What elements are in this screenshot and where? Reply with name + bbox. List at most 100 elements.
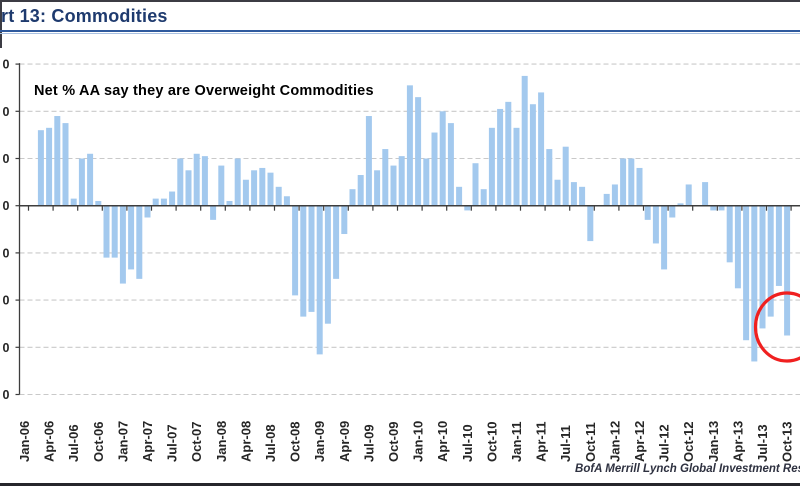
bar: [177, 158, 184, 206]
y-axis-label: 0: [3, 294, 10, 308]
bar: [87, 153, 94, 206]
bar: [669, 205, 676, 218]
bar: [201, 156, 208, 206]
x-axis-label: Oct-13: [780, 422, 795, 462]
bar: [160, 198, 167, 206]
bar: [611, 184, 618, 206]
bar: [406, 85, 413, 206]
bottom-border-rule: [0, 483, 800, 486]
x-axis-label: Jan-09: [312, 421, 327, 462]
x-axis-label: Apr-10: [435, 421, 450, 462]
plot-annotation-title: Net % AA say they are Overweight Commodi…: [34, 83, 374, 99]
bar: [62, 123, 69, 206]
bar: [710, 205, 717, 211]
bar: [275, 186, 282, 206]
x-axis-label: Jan-13: [706, 421, 721, 462]
bar: [374, 170, 381, 206]
highlight-circle: [753, 291, 800, 363]
bar: [751, 205, 758, 362]
title-underline: [0, 30, 800, 32]
bar: [488, 127, 495, 206]
bar: [505, 101, 512, 206]
bar: [661, 205, 668, 270]
bar: [210, 205, 217, 220]
bar: [357, 175, 364, 206]
bar: [390, 165, 397, 206]
x-axis-label: Oct-11: [583, 422, 598, 462]
top-border-rule: [0, 0, 800, 2]
bar: [185, 170, 192, 206]
x-axis-label: Apr-08: [238, 421, 253, 462]
x-axis-label: Apr-06: [42, 421, 57, 462]
left-border-rule: [0, 0, 2, 48]
x-axis-label: Oct-12: [681, 422, 696, 462]
bar: [283, 196, 290, 206]
x-axis-label: Jul-07: [165, 424, 180, 462]
bar: [734, 205, 741, 289]
title-underline-light: [0, 33, 800, 34]
bar: [70, 198, 77, 206]
bar: [775, 205, 782, 286]
y-axis-label: 0: [3, 341, 10, 355]
bar: [472, 163, 479, 206]
bar: [251, 170, 258, 206]
bar: [677, 203, 684, 206]
bar: [636, 167, 643, 206]
bar: [529, 104, 536, 206]
bar: [46, 127, 53, 206]
bar: [218, 165, 225, 206]
bar: [759, 205, 766, 329]
bar: [349, 189, 356, 206]
bar: [78, 158, 85, 206]
bar: [603, 193, 610, 206]
bar: [620, 158, 627, 206]
bar: [169, 191, 176, 206]
bar: [136, 205, 143, 279]
bar: [103, 205, 110, 258]
bar: [324, 205, 331, 324]
bar: [292, 205, 299, 296]
chart-title-bar: rt 13: Commodities: [0, 2, 800, 30]
bar: [538, 92, 545, 206]
x-axis-label: Jan-11: [509, 422, 524, 462]
bar: [431, 132, 438, 206]
bar: [767, 205, 774, 317]
bar: [119, 205, 126, 284]
bar: [521, 75, 528, 206]
bar: [587, 205, 594, 242]
x-axis-label: Apr-09: [337, 421, 352, 462]
source-attribution: BofA Merrill Lynch Global Investment Res: [575, 463, 800, 475]
bar: [234, 158, 241, 206]
x-axis-label: Oct-06: [91, 422, 106, 462]
bar: [259, 167, 266, 206]
bar: [152, 198, 159, 206]
x-axis-label: Apr-11: [534, 422, 549, 462]
y-axis-label: 0: [3, 388, 10, 402]
bar: [447, 123, 454, 206]
x-axis-label: Jan-07: [115, 421, 130, 462]
bar: [128, 205, 135, 270]
bar: [718, 205, 725, 211]
bar: [554, 179, 561, 206]
bar: [480, 189, 487, 206]
bar: [546, 149, 553, 206]
x-axis-label: Oct-08: [288, 422, 303, 462]
chart-title: rt 13: Commodities: [1, 6, 168, 26]
bar: [267, 172, 274, 206]
bar: [226, 200, 233, 206]
bar: [439, 111, 446, 206]
bar: [513, 127, 520, 206]
x-axis-label: Jan-06: [17, 421, 32, 462]
bar: [497, 108, 504, 206]
bar: [37, 130, 44, 206]
bar: [784, 205, 791, 336]
bar: [562, 146, 569, 206]
y-axis-label: 0: [3, 58, 10, 72]
bar: [644, 205, 651, 220]
bar: [464, 205, 471, 211]
bar: [95, 200, 102, 206]
y-axis-label: 0: [3, 199, 10, 213]
bar: [398, 156, 405, 206]
